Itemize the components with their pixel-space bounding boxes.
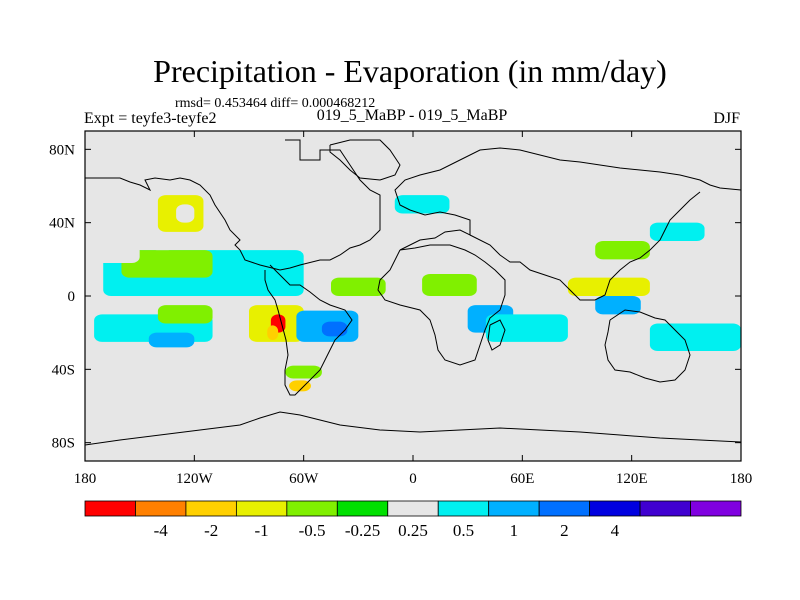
colorbar-swatch xyxy=(235,500,288,517)
colorbar-swatch xyxy=(639,500,691,517)
colorbar-label: 1 xyxy=(510,521,519,540)
coastline-madagascar xyxy=(487,319,506,351)
colorbar-label: -1 xyxy=(255,521,269,540)
x-tick-label: 60W xyxy=(289,471,319,487)
field-patch xyxy=(148,231,177,251)
expt-label: Expt = teyfe3-teyfe2 xyxy=(84,110,217,127)
data-field-layer xyxy=(85,131,741,461)
y-tick-label: 0 xyxy=(68,289,76,305)
colorbar: -4 -2 -1 -0.5 -0.25 0.25 0.5 1 2 4 xyxy=(84,500,742,540)
colorbar-label: 0.25 xyxy=(398,521,428,540)
field-patch xyxy=(422,274,477,296)
coastline-layer xyxy=(85,139,741,446)
colorbar-swatch xyxy=(135,500,187,517)
colorbar-label: 0.5 xyxy=(453,521,474,540)
coastline-eurasia xyxy=(394,147,741,251)
y-tick-label: 40N xyxy=(49,216,75,232)
colorbar-label: -4 xyxy=(154,521,169,540)
field-patch xyxy=(285,365,322,379)
field-patch xyxy=(157,305,213,324)
field-patch xyxy=(595,241,650,260)
y-tick-label: 80N xyxy=(49,142,75,158)
x-tick-label: 0 xyxy=(409,471,417,487)
field-patch xyxy=(267,325,279,340)
colorbar-swatch xyxy=(336,500,389,517)
colorbar-label: -0.5 xyxy=(299,521,326,540)
coastline-asia-south xyxy=(469,191,701,301)
field-patch xyxy=(321,321,348,337)
colorbar-swatch xyxy=(387,500,439,517)
colorbar-swatch xyxy=(589,500,641,517)
coastline-australia xyxy=(604,309,691,383)
chart-title: Precipitation - Evaporation (in mm/day) xyxy=(153,53,667,89)
colorbar-label: -0.25 xyxy=(345,521,380,540)
colorbar-swatch xyxy=(538,500,591,517)
x-tick-label: 120W xyxy=(176,471,214,487)
field-patch xyxy=(595,296,641,315)
colorbar-swatch xyxy=(84,500,136,517)
colorbar-swatch xyxy=(286,500,338,517)
y-tick-label: 80S xyxy=(52,436,75,452)
field-patch xyxy=(567,277,650,296)
colorbar-swatch xyxy=(185,500,237,517)
field-patch xyxy=(394,195,450,214)
axis-ticks: 180 120W 60W 0 60E 120E 180 80N 40N 0 40S 80S xyxy=(49,131,752,487)
y-tick-label: 40S xyxy=(52,362,75,378)
coastline-africa xyxy=(377,244,506,366)
field-patch xyxy=(289,380,311,392)
colorbar-label: 4 xyxy=(611,521,620,540)
field-patch xyxy=(121,250,213,278)
field-patch xyxy=(148,332,195,348)
field-patch xyxy=(649,323,741,351)
field-patch xyxy=(94,241,140,263)
field-patch xyxy=(331,277,386,296)
coastline-antarctica xyxy=(85,411,741,446)
x-tick-label: 120E xyxy=(616,471,648,487)
colorbar-label: 2 xyxy=(560,521,569,540)
field-patch xyxy=(649,222,705,241)
coastline-south-america xyxy=(264,264,353,396)
field-patch xyxy=(485,314,568,342)
colorbar-swatch xyxy=(690,500,742,517)
x-tick-label: 60E xyxy=(510,471,534,487)
period-label: 019_5_MaBP - 019_5_MaBP xyxy=(317,107,508,124)
colorbar-swatch xyxy=(488,500,540,517)
x-tick-label: 180 xyxy=(74,471,97,487)
coastline-greenland xyxy=(329,139,401,181)
season-label: DJF xyxy=(713,110,740,127)
field-patch xyxy=(85,351,107,370)
colorbar-label: -2 xyxy=(204,521,218,540)
colorbar-swatch xyxy=(437,500,490,517)
stats-label: rmsd= 0.453464 diff= 0.000468212 xyxy=(175,96,375,111)
field-patch xyxy=(176,204,195,223)
x-tick-label: 180 xyxy=(730,471,753,487)
